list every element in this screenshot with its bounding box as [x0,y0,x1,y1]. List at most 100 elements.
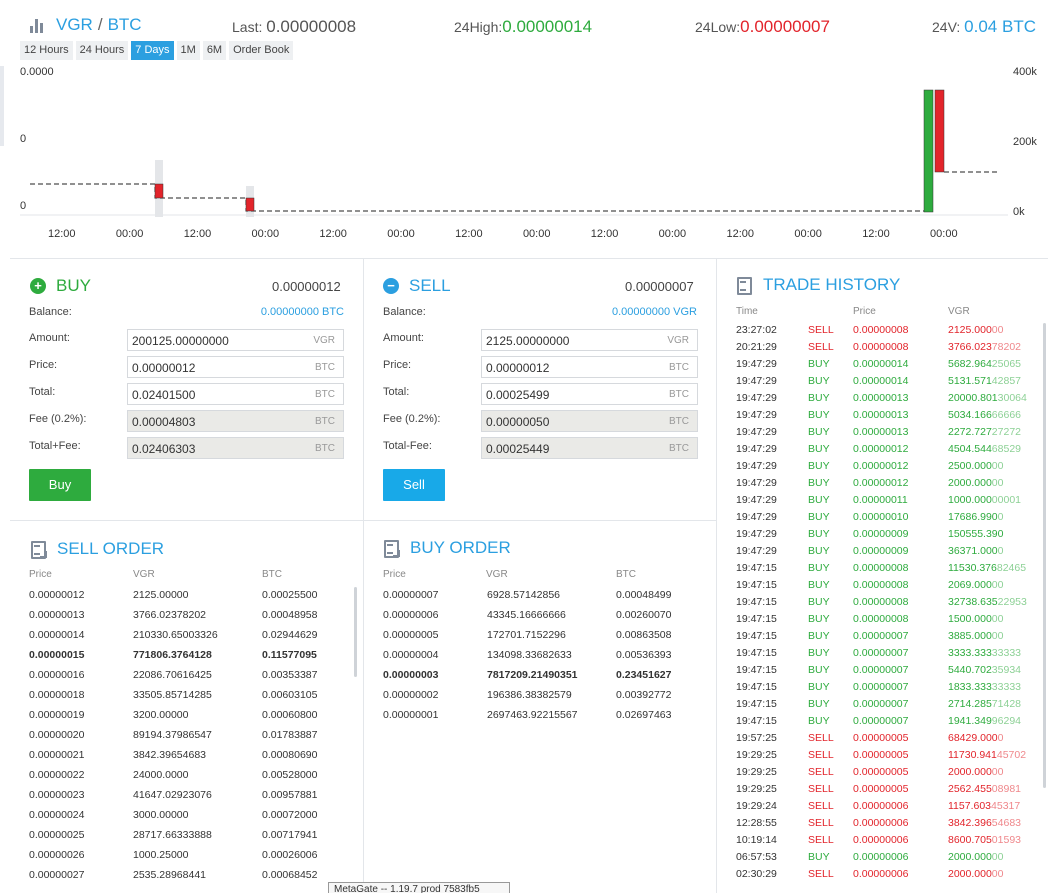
order-row[interactable]: 0.00000027 2535.28968441 0.00068452 [29,867,349,887]
order-row[interactable]: 0.00000014 210330.65003326 0.02944629 [29,627,349,647]
buy-net-value: 0.02406303 [132,442,196,456]
trade-side: SELL [808,800,834,812]
trade-amount-tail: 0 [997,511,1004,523]
price-chart[interactable]: 0.0000 0 0 400k 200k 0k 12:00 00:00 12:00 0… [0,62,1048,258]
trade-side: BUY [808,613,830,625]
order-row[interactable]: 0.00000004 134098.33682633 0.00536393 [383,647,703,667]
tab-24-hours[interactable]: 24 Hours [75,41,129,60]
sell-button[interactable]: Sell [383,469,445,501]
order-row[interactable]: 0.00000026 1000.25000 0.00026006 [29,847,349,867]
y-right-tick: 0k [1013,206,1025,218]
trade-amount-tail: 27272 [991,426,1021,438]
buy-balance-value[interactable]: 0.00000000 BTC [260,306,344,318]
trade-history-scrollbar[interactable] [1043,323,1046,788]
trade-time: 19:47:29 [736,426,777,438]
order-price: 0.00000015 [29,649,85,661]
buy-col-vgr: VGR [486,569,508,580]
order-amount: 41647.02923076 [133,789,212,801]
trade-amount-tail: 35934 [991,664,1021,676]
sell-amount-input[interactable]: 2125.00000000 VGR [481,329,698,351]
tab-7-days[interactable]: 7 Days [131,41,174,60]
buy-button[interactable]: Buy [29,469,91,501]
sell-title-text: SELL [409,276,451,295]
trade-price: 0.00000007 [853,664,909,676]
trade-row: 19:47:29 BUY 0.00000009 150555.390 [736,527,1036,544]
order-row[interactable]: 0.00000024 3000.00000 0.00072000 [29,807,349,827]
order-total: 0.00528000 [262,769,318,781]
trade-time: 19:29:24 [736,800,777,812]
trade-amount-main: 3766.023 [948,341,992,353]
sell-order-scrollbar[interactable] [354,587,357,677]
buy-amount-input[interactable]: 200125.00000000 VGR [127,329,344,351]
sell-balance-value[interactable]: 0.00000000 VGR [611,306,697,318]
trade-row: 19:47:29 BUY 0.00000014 5682.96425065 [736,357,1036,374]
trade-amount-main: 8600.705 [948,834,992,846]
trade-row: 12:28:55 SELL 0.00000006 3842.39654683 [736,816,1036,833]
order-row[interactable]: 0.00000001 2697463.92215567 0.02697463 [383,707,703,727]
trade-time: 19:47:15 [736,562,777,574]
x-tick-label: 00:00 [387,228,415,240]
trade-amount: 2272.72727272 [948,426,1021,438]
sell-price-input[interactable]: 0.00000012 BTC [481,356,698,378]
order-row[interactable]: 0.00000019 3200.00000 0.00060800 [29,707,349,727]
trade-time: 19:47:29 [736,511,777,523]
trade-time: 19:47:29 [736,358,777,370]
trade-amount: 17686.9900 [948,511,1003,523]
order-row[interactable]: 0.00000013 3766.02378202 0.00048958 [29,607,349,627]
trade-row: 23:27:02 SELL 0.00000008 2125.00000 [736,323,1036,340]
volume: 24V: 0.04 BTC [932,17,1036,37]
buy-price-input[interactable]: 0.00000012 BTC [127,356,344,378]
trade-time: 19:47:29 [736,477,777,489]
order-row[interactable]: 0.00000022 24000.0000 0.00528000 [29,767,349,787]
sell-net-field: 0.00025449 BTC [481,437,698,459]
tab-12-hours[interactable]: 12 Hours [20,41,73,60]
order-row[interactable]: 0.00000005 172701.7152296 0.00863508 [383,627,703,647]
trade-side: BUY [808,477,830,489]
sell-balance-label: Balance: [383,306,426,318]
sell-price-value: 0.00000012 [486,361,550,375]
order-row[interactable]: 0.00000021 3842.39654683 0.00080690 [29,747,349,767]
trade-row: 19:47:15 BUY 0.00000008 2069.00000 [736,578,1036,595]
order-row[interactable]: 0.00000025 28717.66333888 0.00717941 [29,827,349,847]
sell-order-title-text: SELL ORDER [57,539,165,558]
tab-order-book[interactable]: Order Book [229,41,294,60]
trade-price: 0.00000008 [853,562,909,574]
order-row[interactable]: 0.00000006 43345.16666666 0.00260070 [383,607,703,627]
order-list-icon [30,540,47,559]
tab-1m[interactable]: 1M [176,41,200,60]
order-row[interactable]: 0.00000012 2125.00000 0.00025500 [29,587,349,607]
trade-side: BUY [808,698,830,710]
trade-row: 19:47:15 BUY 0.00000007 3333.33333333 [736,646,1036,663]
trade-amount-tail: 00 [991,630,1004,642]
buy-fee-field: 0.00004803 BTC [127,410,344,432]
order-row[interactable]: 0.00000015 771806.3764128 0.11577095 [29,647,349,667]
trade-side: BUY [808,579,830,591]
trade-row: 19:29:25 SELL 0.00000005 11730.94145702 [736,748,1036,765]
trade-amount: 5440.70235934 [948,664,1021,676]
trade-history-title: TRADE HISTORY [736,275,900,295]
trade-side: BUY [808,511,830,523]
buy-total-input[interactable]: 0.02401500 BTC [127,383,344,405]
trade-price: 0.00000007 [853,681,909,693]
x-tick-label: 12:00 [319,228,347,240]
trade-row: 19:47:29 BUY 0.00000010 17686.9900 [736,510,1036,527]
order-amount: 2697463.92215567 [487,709,578,721]
order-row[interactable]: 0.00000020 89194.37986547 0.01783887 [29,727,349,747]
order-row[interactable]: 0.00000003 7817209.21490351 0.23451627 [383,667,703,687]
tab-6m[interactable]: 6M [202,41,227,60]
trade-amount-main: 5440.702 [948,664,992,676]
order-row[interactable]: 0.00000018 33505.85714285 0.00603105 [29,687,349,707]
candle-up [923,89,934,213]
sell-total-input[interactable]: 0.00025499 BTC [481,383,698,405]
trade-amount-main: 17686.990 [948,511,998,523]
order-row[interactable]: 0.00000002 196386.38382579 0.00392772 [383,687,703,707]
trade-side: BUY [808,358,830,370]
trade-amount-tail: 00 [991,324,1004,336]
trade-side: BUY [808,715,830,727]
order-row[interactable]: 0.00000016 22086.70616425 0.00353387 [29,667,349,687]
order-row[interactable]: 0.00000007 6928.57142856 0.00048499 [383,587,703,607]
pair-title[interactable]: VGR / BTC [30,15,142,35]
trade-amount: 1833.33333333 [948,681,1021,693]
x-tick-label: 00:00 [252,228,280,240]
order-row[interactable]: 0.00000023 41647.02923076 0.00957881 [29,787,349,807]
